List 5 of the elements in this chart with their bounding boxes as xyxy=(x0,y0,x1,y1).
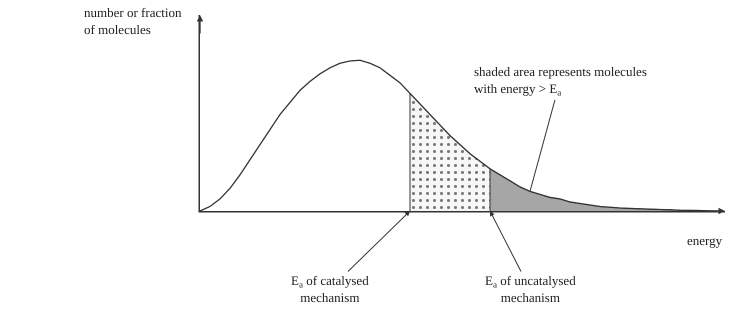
x-axis-title: energy xyxy=(687,233,723,248)
annotation: shaded area represents molecules with energy > E$_{a}$ xyxy=(474,64,647,98)
text: E$_{a}$ of uncatalysed mechanism xyxy=(485,273,576,305)
y-axis-title: number or fraction of molecules xyxy=(84,5,182,37)
text: E$_{a}$ of catalysed mechanism xyxy=(291,273,370,305)
